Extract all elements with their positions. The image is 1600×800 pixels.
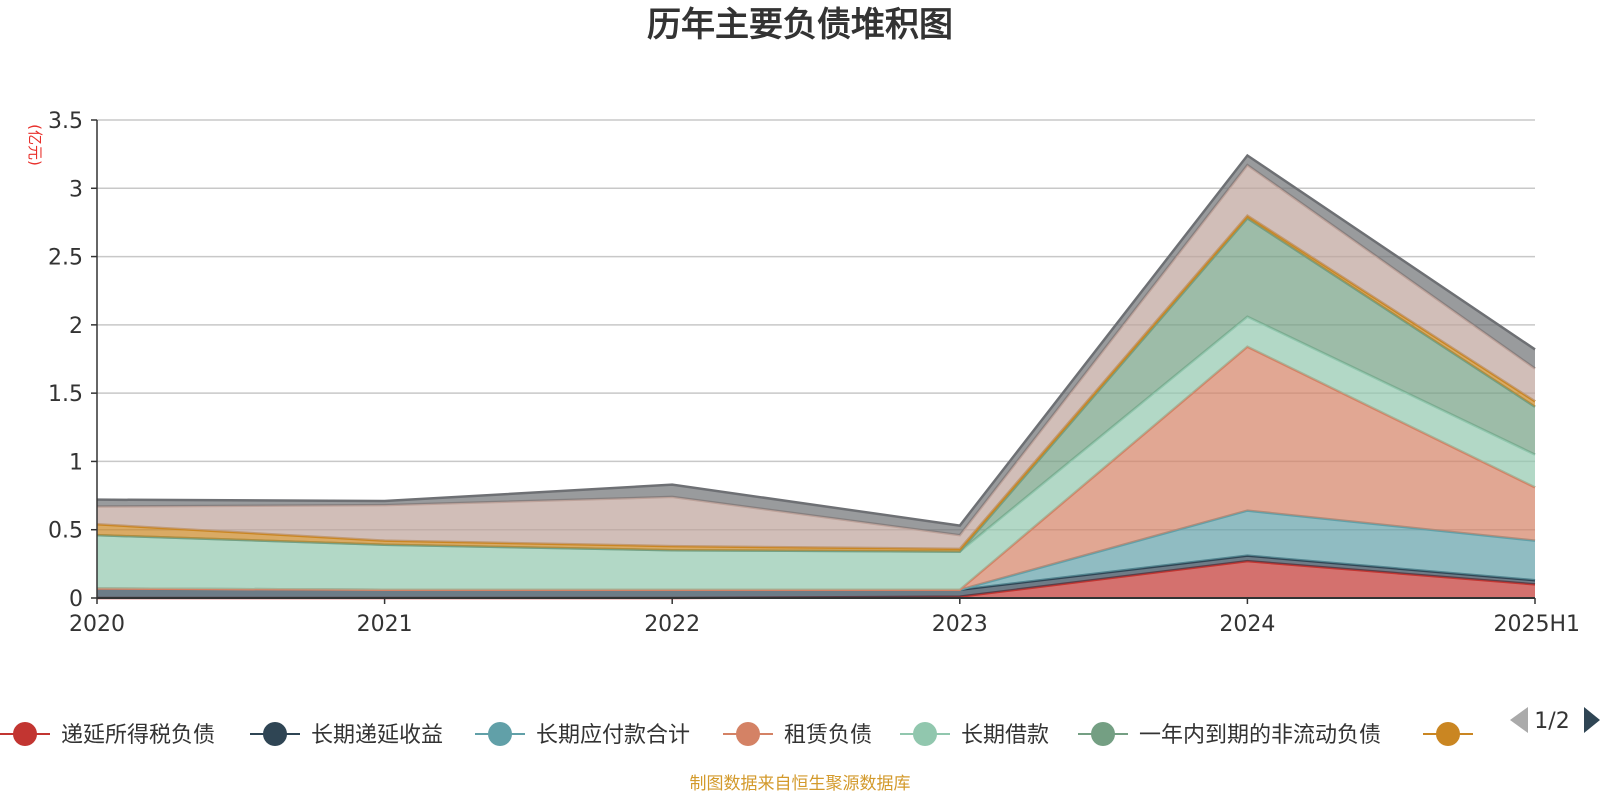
x-tick-label: 2020 [69,612,125,637]
legend-item[interactable]: 长期应付款合计 [475,722,690,748]
y-axis-unit-label: (亿元) [26,124,44,166]
legend-next-icon[interactable] [1584,707,1600,733]
source-note: 制图数据来自恒生聚源数据库 [690,774,911,794]
axes: 0 0.5 1 1.5 2 2.5 3 3.5 2020 2021 2022 2023 2024 2025… [48,109,1580,637]
legend-item[interactable]: 长期借款 [900,722,1049,748]
legend-label: 长期应付款合计 [536,723,690,748]
legend-circle-icon [736,722,760,746]
legend-label: 长期借款 [961,723,1049,748]
area-series-1 [97,555,1535,598]
legend-item[interactable] [1423,722,1473,746]
legend-pager: 1/2 [1510,707,1600,734]
x-tick-label: 2024 [1219,612,1275,637]
y-tick-label: 3 [69,177,83,202]
y-tick-label: 2 [69,314,83,339]
legend-item[interactable]: 长期递延收益 [250,722,443,748]
area-series-4 [97,316,1535,590]
legend-page-indicator: 1/2 [1534,709,1569,734]
y-tick-label: 0 [69,587,83,612]
legend-label: 一年内到期的非流动负债 [1139,723,1381,748]
legend[interactable]: 递延所得税负债 长期递延收益 长期应付款合计 租赁负债 长期借款 一年内到期的非流动负债 [0,722,1473,748]
area-series-3 [97,346,1535,590]
y-tick-label: 1.5 [48,382,83,407]
y-tick-label: 3.5 [48,109,83,134]
y-tick-label: 1 [69,450,83,475]
area-series-7 [97,165,1535,549]
legend-circle-icon [263,722,287,746]
legend-label: 递延所得税负债 [61,723,215,748]
y-tick-label: 0.5 [48,519,83,544]
legend-circle-icon [1436,722,1460,746]
x-tick-label: 2025H1 [1493,612,1580,637]
legend-prev-icon[interactable] [1510,707,1528,733]
x-tick-label: 2021 [357,612,413,637]
legend-circle-icon [488,722,512,746]
y-tick-label: 2.5 [48,246,83,271]
area-series-8 [97,155,1535,536]
chart-title: 历年主要负债堆积图 [647,5,953,45]
legend-circle-icon [913,722,937,746]
legend-item[interactable]: 一年内到期的非流动负债 [1078,722,1381,748]
x-tick-label: 2023 [932,612,988,637]
legend-circle-icon [1091,722,1115,746]
stacked-areas [96,153,1536,600]
legend-label: 长期递延收益 [311,723,443,748]
legend-item[interactable]: 递延所得税负债 [0,722,215,748]
legend-label: 租赁负债 [784,723,872,748]
series-line-8 [96,153,1536,527]
legend-circle-icon [13,722,37,746]
legend-item[interactable]: 租赁负债 [723,722,872,748]
x-tick-label: 2022 [644,612,700,637]
